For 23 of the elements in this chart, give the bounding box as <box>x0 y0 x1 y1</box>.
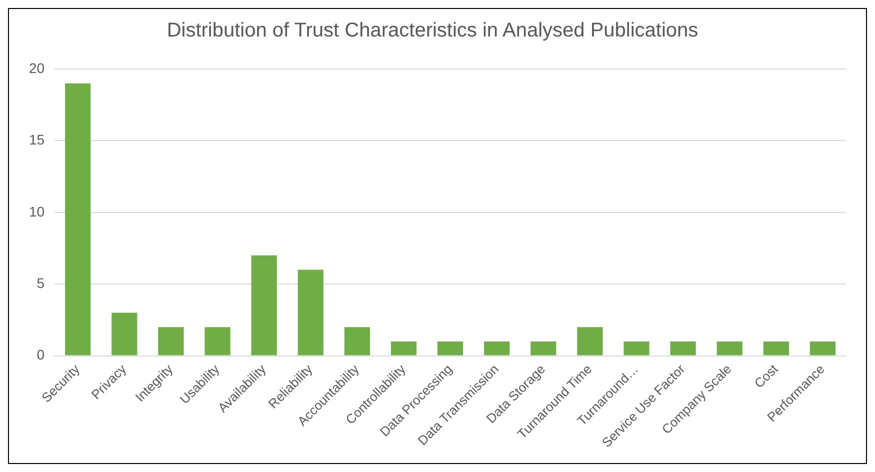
bar <box>65 83 91 356</box>
y-tick-label: 0 <box>36 346 45 363</box>
bar <box>251 255 277 356</box>
bar <box>112 312 138 356</box>
y-tick-label: 5 <box>36 274 45 291</box>
y-tick-label: 20 <box>28 60 45 76</box>
bar <box>484 341 510 356</box>
bar <box>624 341 650 356</box>
bar <box>670 341 696 356</box>
bar <box>204 327 230 356</box>
bar <box>716 341 742 356</box>
bar <box>344 327 370 356</box>
bar <box>577 327 603 356</box>
bar <box>530 341 556 356</box>
bar <box>298 270 324 356</box>
bar <box>810 341 836 356</box>
chart-title: Distribution of Trust Characteristics in Analysed Publications <box>166 20 698 42</box>
bar <box>158 327 184 356</box>
bar <box>763 341 789 356</box>
y-tick-label: 15 <box>28 132 45 148</box>
bar <box>437 341 464 356</box>
y-tick-label: 10 <box>28 203 45 220</box>
bar <box>390 341 417 356</box>
